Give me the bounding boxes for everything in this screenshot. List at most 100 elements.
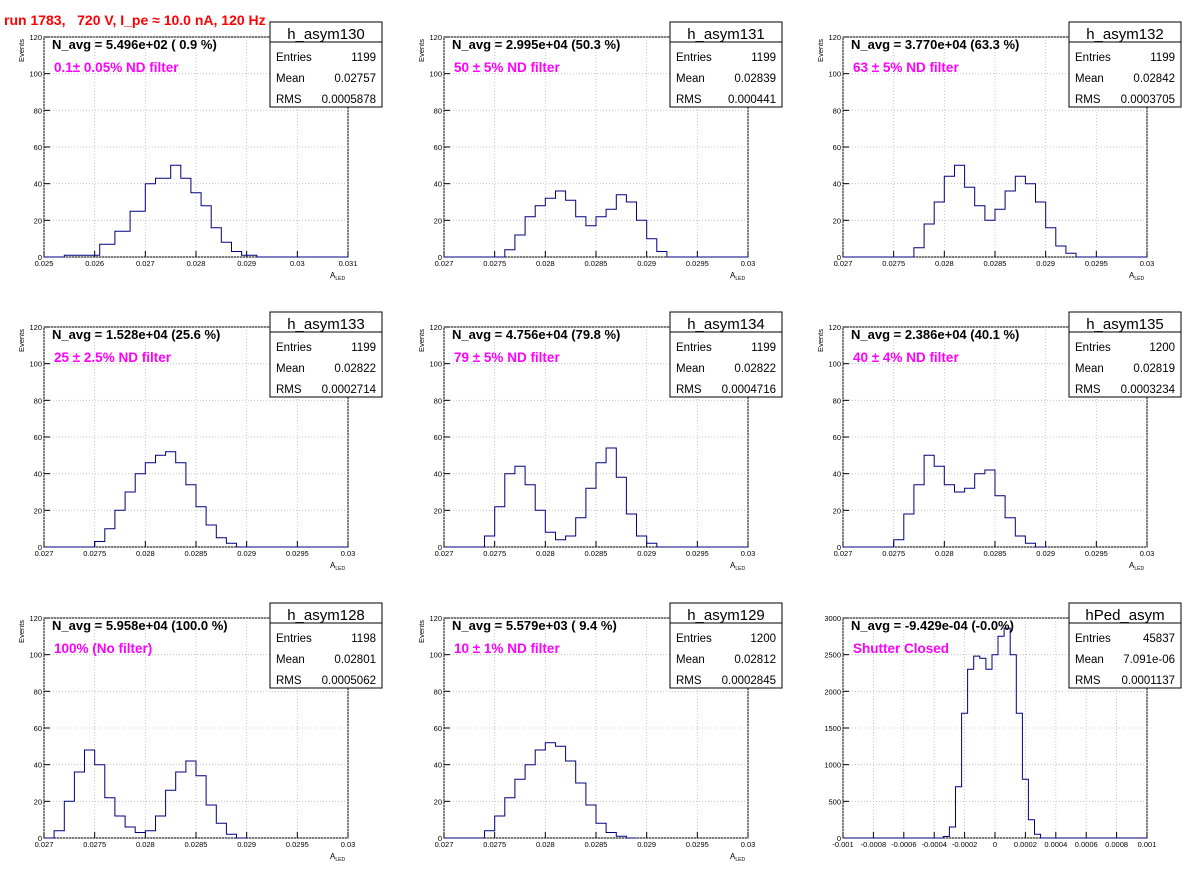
stats-value: 1199 — [751, 342, 776, 354]
y-tick-label: 80 — [34, 396, 42, 405]
run-title: run 1783, 720 V, I_pe ≈ 10.0 nA, 120 Hz — [4, 12, 266, 28]
navg-label: N_avg = 3.770e+04 (63.3 %) — [851, 37, 1019, 52]
x-tick-label: 0.029 — [1036, 549, 1055, 558]
x-tick-label: 0.029 — [637, 840, 656, 849]
y-tick-label: 0 — [38, 543, 42, 552]
y-tick-label: 20 — [833, 506, 841, 515]
y-tick-label: 80 — [833, 396, 841, 405]
filter-label: 25 ± 2.5% ND filter — [54, 350, 172, 365]
x-tick-label: 0.0285 — [185, 549, 208, 558]
stats-key: Entries — [1075, 342, 1111, 354]
y-axis-label: Events — [417, 39, 426, 62]
x-tick-label: 0.027 — [435, 549, 454, 558]
y-axis-label: Events — [816, 39, 825, 62]
y-tick-label: 0 — [438, 543, 442, 552]
stats-value: 0.02842 — [1133, 73, 1175, 85]
y-tick-label: 0 — [38, 834, 42, 843]
stats-key: Mean — [676, 363, 705, 375]
navg-label: N_avg = 4.756e+04 (79.8 %) — [452, 327, 620, 342]
stats-value: 0.0002714 — [322, 384, 377, 396]
stats-value: 0.02801 — [334, 654, 376, 666]
histogram-name: h_asym133 — [287, 316, 365, 333]
stats-value: 0.02822 — [734, 363, 776, 375]
histogram-line — [44, 749, 247, 839]
stats-value: 1199 — [351, 342, 376, 354]
y-tick-label: 40 — [434, 470, 442, 479]
x-tick-label: 0.03 — [1140, 259, 1155, 268]
stats-key: Entries — [676, 342, 712, 354]
stats-value: 1200 — [750, 633, 776, 645]
x-tick-label: 0.0275 — [483, 549, 506, 558]
x-axis-label: ALED — [730, 271, 745, 282]
y-tick-label: 60 — [434, 433, 442, 442]
histogram-line — [444, 190, 748, 258]
stats-key: Mean — [1075, 654, 1104, 666]
stats-box — [1068, 602, 1182, 689]
navg-label: N_avg = 1.528e+04 (25.6 %) — [52, 327, 220, 342]
stats-value: 0.000441 — [728, 94, 776, 106]
stats-key: RMS — [276, 94, 302, 106]
x-tick-label: 0 — [993, 840, 997, 849]
stats-key: RMS — [276, 675, 302, 687]
y-tick-label: 100 — [429, 651, 442, 660]
x-tick-label: 0.0285 — [984, 549, 1007, 558]
y-tick-label: 0 — [38, 253, 42, 262]
y-tick-label: 20 — [833, 216, 841, 225]
stats-key: RMS — [1075, 384, 1101, 396]
y-tick-label: 0 — [837, 253, 841, 262]
stats-key: Entries — [676, 52, 712, 64]
histogram-line — [843, 164, 1147, 258]
histogram-name: h_asym132 — [1086, 26, 1164, 43]
x-tick-label: 0.0295 — [1085, 549, 1108, 558]
filter-label: 100% (No filter) — [54, 641, 152, 656]
x-tick-label: 0.0275 — [483, 259, 506, 268]
y-tick-label: 80 — [434, 687, 442, 696]
y-tick-label: 120 — [828, 33, 841, 42]
stats-value: 0.02819 — [1133, 363, 1175, 375]
x-axis-label: ALED — [330, 852, 345, 863]
x-tick-label: 0.0295 — [286, 840, 309, 849]
y-tick-label: 100 — [828, 360, 841, 369]
stats-value: 0.0003234 — [1121, 384, 1176, 396]
x-tick-label: 0.028 — [136, 840, 155, 849]
histogram-name: h_asym129 — [687, 607, 765, 624]
x-tick-label: -0.0004 — [921, 840, 946, 849]
x-tick-label: 0.028 — [935, 259, 954, 268]
stats-value: 1199 — [751, 52, 776, 64]
x-tick-label: 0.026 — [85, 259, 104, 268]
y-tick-label: 120 — [828, 323, 841, 332]
stats-key: RMS — [676, 384, 702, 396]
x-tick-label: 0.0008 — [1105, 840, 1128, 849]
y-tick-label: 0 — [837, 543, 841, 552]
histogram-line — [44, 451, 348, 548]
stats-value: 0.0005062 — [322, 675, 376, 687]
navg-label: N_avg = 5.496e+02 ( 0.9 %) — [52, 37, 217, 52]
stats-box — [269, 602, 383, 689]
x-tick-label: 0.03 — [741, 259, 756, 268]
histogram-line — [444, 742, 637, 839]
stats-key: RMS — [1075, 94, 1101, 106]
y-tick-label: 80 — [434, 106, 442, 115]
navg-label: N_avg = 5.579e+03 ( 9.4 %) — [452, 618, 617, 633]
y-tick-label: 120 — [29, 614, 42, 623]
x-tick-label: 0.027 — [435, 840, 454, 849]
navg-label: N_avg = 2.386e+04 (40.1 %) — [851, 327, 1019, 342]
x-axis-label: ALED — [730, 852, 745, 863]
y-tick-label: 60 — [434, 724, 442, 733]
x-tick-label: 0.0006 — [1075, 840, 1098, 849]
x-tick-label: 0.0285 — [585, 840, 608, 849]
y-tick-label: 120 — [29, 33, 42, 42]
y-axis-label: Events — [17, 620, 26, 643]
y-tick-label: 20 — [34, 506, 42, 515]
x-tick-label: 0.0275 — [483, 840, 506, 849]
x-tick-label: 0.0002 — [1014, 840, 1037, 849]
filter-label: 40 ± 4% ND filter — [853, 350, 959, 365]
histogram-name: h_asym128 — [287, 607, 365, 624]
x-tick-label: 0.028 — [536, 840, 555, 849]
x-tick-label: 0.0295 — [686, 259, 709, 268]
y-tick-label: 40 — [34, 761, 42, 770]
histogram-panel: 0.027 0.0275 0.028 0.0285 0.029 0.0295 0.03 0 20… — [417, 311, 783, 572]
x-tick-label: 0.0275 — [882, 259, 905, 268]
filter-label: 63 ± 5% ND filter — [853, 60, 959, 75]
